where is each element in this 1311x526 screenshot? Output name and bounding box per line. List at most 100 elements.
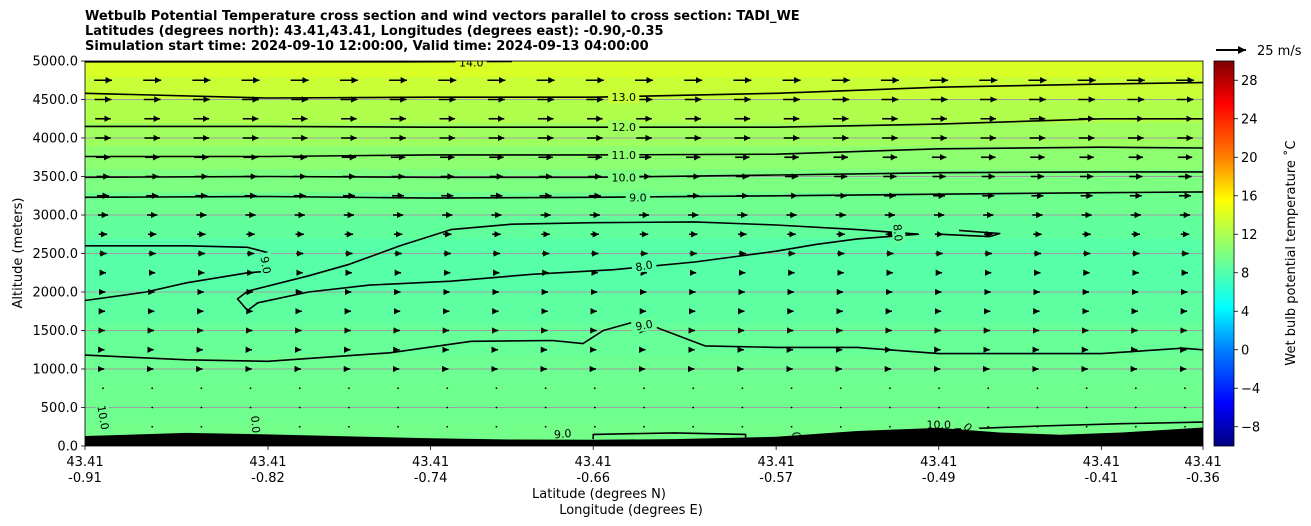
chart-title: Wetbulb Potential Temperature cross sect… bbox=[85, 9, 800, 54]
wind-vector bbox=[249, 387, 252, 390]
field-band-12 bbox=[85, 76, 1203, 100]
wind-vector bbox=[348, 406, 350, 409]
contour-label: 9.0 bbox=[553, 427, 572, 441]
colorbar: −8 −4 0 4 8 12 16 20 24 28 bbox=[1213, 60, 1260, 447]
contour-label-bg bbox=[608, 170, 640, 184]
contour-label-group: 10.0 bbox=[608, 170, 640, 184]
contour-label-group: 11.0 bbox=[608, 147, 640, 162]
wind-vector bbox=[889, 425, 891, 428]
colorbar-tick-label: −8 bbox=[1241, 420, 1260, 435]
y-tick-label: 2500.0 bbox=[33, 247, 79, 262]
wind-vector bbox=[741, 406, 744, 409]
field-band-11 bbox=[85, 99, 1203, 124]
colorbar-tick-label: 20 bbox=[1241, 151, 1258, 166]
contour-label-group: 8.0 bbox=[630, 256, 658, 274]
contour-label: 8.0 bbox=[890, 223, 904, 242]
field-band-1 bbox=[85, 384, 1203, 424]
wind-vector bbox=[446, 425, 449, 428]
wind-vector bbox=[151, 406, 154, 409]
x-tick-label-lat: 43.41 bbox=[575, 455, 612, 470]
wind-vector bbox=[790, 425, 793, 428]
wind-vector bbox=[397, 387, 399, 390]
y-tick-label: 1500.0 bbox=[33, 324, 79, 339]
contour-label: 13.0 bbox=[611, 91, 636, 104]
wind-vector bbox=[987, 387, 990, 390]
contour-label-bg bbox=[94, 400, 113, 434]
wind-vector bbox=[839, 425, 842, 428]
contour-label-bg bbox=[608, 147, 640, 161]
contour-label-bg bbox=[608, 120, 640, 134]
contour-label-bg bbox=[257, 251, 275, 279]
wind-vector bbox=[1134, 406, 1137, 409]
wind-vector bbox=[544, 406, 547, 409]
wind-vector bbox=[692, 406, 695, 409]
field-band-6 bbox=[85, 215, 1203, 239]
x-tick-label-lat: 43.41 bbox=[412, 455, 449, 470]
contour-label-bg bbox=[891, 219, 907, 246]
wind-vector bbox=[790, 406, 793, 409]
contour-label-group: 9.0 bbox=[549, 425, 576, 441]
wind-vector bbox=[692, 387, 695, 390]
wind-vector bbox=[1134, 425, 1137, 428]
wind-vector bbox=[1036, 387, 1039, 390]
contour-label: 9.0 bbox=[629, 191, 647, 204]
contour-label-group: 9.0 bbox=[257, 251, 275, 279]
x-tick-label-lon: -0.74 bbox=[414, 471, 448, 486]
wind-vector bbox=[1036, 406, 1039, 409]
title-line-3: Simulation start time: 2024-09-10 12:00:… bbox=[85, 39, 649, 54]
x-tick-label-lat: 43.41 bbox=[249, 455, 286, 470]
contour-label: 12.0 bbox=[611, 121, 636, 134]
contour-13-0-1 bbox=[85, 81, 1203, 99]
contour-label: 0.0 bbox=[248, 415, 262, 434]
contour-label-group: 14.0 bbox=[455, 57, 487, 70]
x-tick-label-lon: -0.49 bbox=[922, 471, 956, 486]
wind-vector bbox=[643, 425, 645, 428]
x-tick-label-lon: -0.41 bbox=[1085, 471, 1119, 486]
x-axis-label-lon: Longitude (degrees E) bbox=[559, 503, 703, 518]
colorbar-tick-label: 16 bbox=[1241, 189, 1258, 204]
contour-9-0-6 bbox=[85, 245, 269, 254]
contour-11-0-3 bbox=[85, 146, 1203, 158]
contour-label-group: 9.0 bbox=[630, 316, 658, 334]
colorbar-tick-label: 4 bbox=[1241, 305, 1249, 320]
colorbar-tick-label: 8 bbox=[1241, 266, 1249, 281]
wind-vector bbox=[938, 387, 940, 390]
contour-label: 14.0 bbox=[459, 57, 484, 70]
wind-vector bbox=[1085, 387, 1088, 390]
quiver-key-label: 25 m/s bbox=[1257, 44, 1302, 59]
wind-vector bbox=[495, 406, 498, 409]
field-band-13 bbox=[85, 61, 1203, 77]
wind-vector bbox=[200, 387, 203, 390]
contour-label-group: 10.0 bbox=[94, 400, 113, 434]
contour-label-bg bbox=[549, 425, 576, 441]
x-tick-label-lat: 43.41 bbox=[1083, 455, 1120, 470]
wind-vector bbox=[298, 425, 301, 428]
wind-vector bbox=[593, 387, 596, 390]
wind-vector bbox=[200, 425, 203, 428]
wind-vector bbox=[643, 406, 645, 409]
contour-label-bg bbox=[248, 411, 264, 438]
x-tick-label-lat: 43.41 bbox=[920, 455, 957, 470]
contour-label-bg bbox=[608, 90, 640, 104]
y-tick-label: 1000.0 bbox=[33, 363, 79, 378]
contour-label: 11.0 bbox=[611, 149, 636, 162]
wind-vector bbox=[495, 387, 498, 390]
colorbar-label: Wet bulb potential temperature ˚C bbox=[1283, 140, 1299, 365]
terrain-silhouette bbox=[85, 427, 1203, 446]
x-tick-label-lat: 43.41 bbox=[1184, 455, 1221, 470]
contour-labels: 14.0 13.0 12.0 11.0 10.0 9.0 9.0 8.0 8.0 9.0 10.0 0… bbox=[94, 57, 981, 441]
contour-label-bg bbox=[923, 417, 955, 431]
wind-vector bbox=[348, 425, 350, 428]
x-tick-label-lon: -0.82 bbox=[251, 471, 285, 486]
wind-vector bbox=[495, 425, 498, 428]
x-tick-label-lon: -0.66 bbox=[576, 471, 610, 486]
x-axis-label-lat: Latitude (degrees N) bbox=[532, 487, 666, 502]
wind-vector bbox=[692, 425, 695, 428]
contour-label-bg bbox=[630, 316, 658, 334]
wind-vector bbox=[102, 387, 104, 390]
wind-vector bbox=[249, 406, 252, 409]
colorbar-tick-label: 28 bbox=[1241, 74, 1258, 89]
title-line-2: Latitudes (degrees north): 43.41,43.41, … bbox=[85, 24, 664, 39]
y-tick-label: 3500.0 bbox=[33, 170, 79, 185]
y-axis-label: Altitude (meters) bbox=[11, 198, 26, 309]
